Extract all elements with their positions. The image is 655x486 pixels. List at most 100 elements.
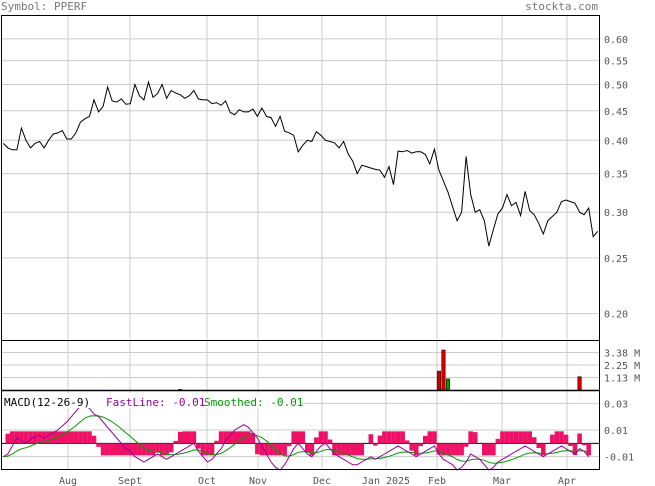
volume-bar [436,370,441,391]
macd-histogram-bar [69,431,74,444]
macd-histogram-bar [491,443,496,456]
macd-histogram-bar [445,443,451,456]
macd-histogram-bar [495,438,501,444]
price-tick-label: 0.50 [604,80,628,91]
volume-tick-label: 2.25 M [604,361,640,372]
macd-histogram-bar [214,440,219,444]
macd-histogram-bar [404,440,410,444]
macd-histogram-bar [427,431,433,444]
macd-histogram-bar [400,431,405,444]
macd-histogram-bar [277,443,283,456]
macd-histogram-bar [37,431,42,444]
macd-histogram-bar [182,431,188,444]
price-tick-label: 0.35 [604,170,628,181]
macd-histogram-bar [286,443,292,447]
macd-histogram-bar [46,431,51,444]
macd-histogram-bar [191,431,197,444]
macd-histogram-bar [581,443,587,446]
macd-histogram-bar [259,443,265,456]
price-tick-label: 0.40 [604,136,628,147]
macd-histogram-bar [504,431,510,444]
x-tick-label: Jan 2025 [362,476,410,486]
macd-histogram-bar [146,443,151,456]
macd-histogram-bar [309,443,315,456]
macd-histogram-bar [168,443,174,453]
macd-histogram-bar [522,431,528,444]
macd-histogram-bar [10,431,15,444]
x-tick-label: Aug [59,476,77,486]
macd-histogram-bar [413,443,419,456]
macd-histogram-bar [64,431,70,444]
macd-histogram-bar [432,431,437,444]
macd-histogram-bar [205,443,210,456]
macd-tick-label: 0.03 [604,399,628,410]
x-tick-label: Oct [198,476,216,486]
macd-histogram-bar [218,431,224,444]
macd-histogram-bar [123,443,129,456]
macd-histogram-bar [268,443,274,456]
macd-histogram-bar [100,443,106,456]
macd-histogram-bar [305,443,310,453]
macd-histogram-bar [377,435,383,444]
macd-histogram-bar [159,443,165,456]
macd-title: MACD(12-26-9) [4,396,90,409]
macd-histogram-bar [350,443,355,456]
macd-histogram-bar [318,431,324,444]
macd-histogram-bar [373,443,378,446]
macd-histogram-bar [177,431,183,444]
x-tick-label: Feb [428,476,446,486]
macd-histogram-bar [78,431,83,444]
macd-legend-bg [2,393,302,408]
macd-histogram-bar [227,431,233,444]
price-tick-label: 0.20 [604,310,628,321]
chart-frame [1,15,600,470]
macd-histogram-bar [118,443,124,456]
macd-histogram-bar [246,431,251,444]
symbol-label: Symbol: PPERF [1,0,88,13]
macd-histogram-bar [568,443,573,446]
macd-histogram-bar [454,443,460,456]
macd-histogram-bar [50,431,56,444]
macd-fastline-label: FastLine: -0.01 [106,396,205,409]
macd-histogram-bar [91,435,97,444]
macd-histogram-bar [300,431,306,444]
macd-histogram-bar [500,431,505,444]
volume-bar [577,376,582,391]
price-tick-label: 0.60 [604,35,628,46]
macd-histogram-bar [577,433,582,444]
x-tick-label: Sept [118,476,142,486]
macd-histogram-bar [114,443,120,456]
macd-histogram-bar [468,431,473,444]
macd-histogram-bar [359,443,365,456]
macd-histogram-bar [436,443,442,455]
macd-histogram-bar [223,431,228,444]
macd-histogram-bar [173,440,179,444]
macd-histogram-bar [459,443,464,456]
macd-histogram-bar [82,431,88,444]
macd-histogram-bar [164,443,169,456]
macd-histogram-bar [59,431,65,444]
price-tick-label: 0.30 [604,208,628,219]
macd-histogram-bar [132,443,138,456]
price-line [2,80,599,247]
macd-histogram-bar [354,443,360,456]
macd-histogram-bar [187,431,192,444]
macd-histogram-bar [463,443,469,447]
macd-histogram-bar [441,443,446,456]
volume-tick-label: 1.13 M [604,373,640,384]
x-tick-label: Mar [493,476,511,486]
macd-histogram-bar [41,431,47,444]
macd-histogram-bar [368,434,374,444]
macd-histogram-bar [73,431,79,444]
macd-histogram-bar [345,443,351,456]
macd-histogram-bar [28,431,33,444]
macd-histogram-bar [382,431,387,444]
macd-histogram-bar [513,431,519,444]
macd-histogram-bar [200,443,206,456]
macd-histogram-bar [109,443,115,456]
macd-histogram-bar [14,431,20,444]
macd-histogram-bar [572,443,578,456]
volume-bar [441,349,446,391]
macd-histogram-bar [141,443,147,456]
macd-histogram-bar [391,431,396,444]
